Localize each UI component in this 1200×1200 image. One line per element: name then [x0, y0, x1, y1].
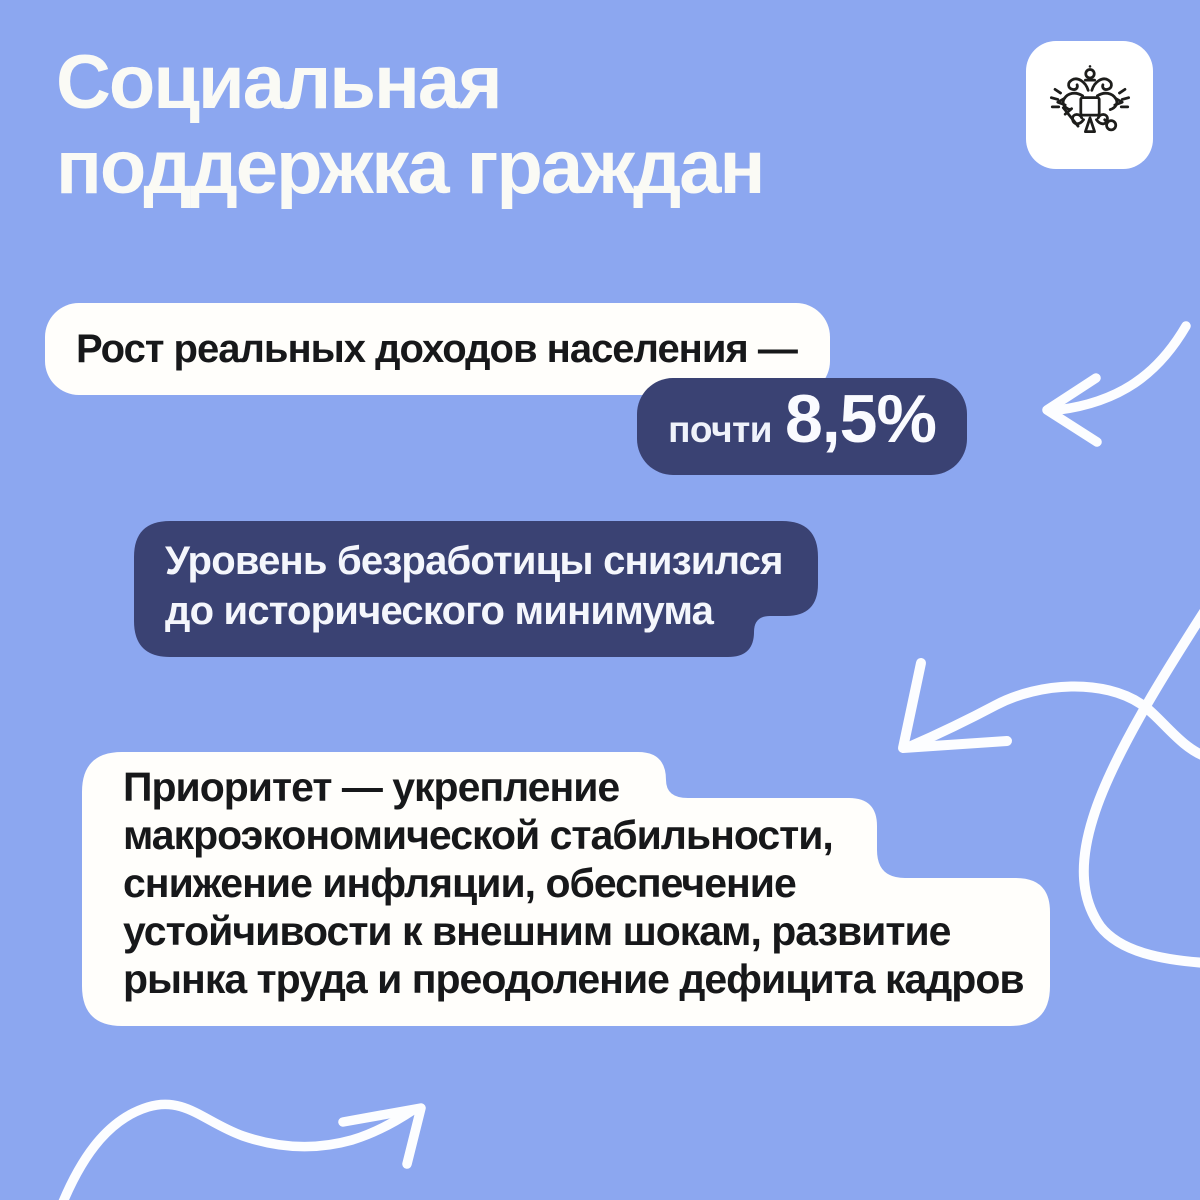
- income-highlight-pill: почти 8,5%: [637, 378, 967, 475]
- ministry-logo-badge: [1026, 41, 1153, 169]
- unemployment-line2: до исторического минимума: [165, 589, 714, 633]
- page-title-line1: Социальная: [56, 40, 503, 125]
- priority-line: снижение инфляции, обеспечение: [123, 860, 797, 906]
- unemployment-card-text: Уровень безработицы снизился до историче…: [165, 536, 783, 636]
- income-card-label: Рост реальных доходов населения —: [76, 326, 798, 371]
- arrow-bottom-left-icon: [58, 1099, 426, 1200]
- arrow-swirl-icon: [898, 609, 1200, 968]
- highlight-prefix: почти: [668, 409, 772, 450]
- priority-line: Приоритет — укрепление: [123, 764, 620, 810]
- priority-card-text: Приоритет — укрепление макроэкономическо…: [123, 763, 1025, 1003]
- priority-card-shape: [82, 752, 1050, 1026]
- page-title-line2: поддержка граждан: [56, 125, 765, 210]
- highlight-pill-shape: [637, 378, 967, 475]
- highlight-value: 8,5%: [784, 381, 937, 457]
- unemployment-card-shape: [134, 521, 818, 657]
- priority-line: рынка труда и преодоление дефицита кадро…: [123, 956, 1025, 1002]
- priority-line: устойчивости к внешним шокам, развитие: [123, 908, 951, 954]
- priority-line: макроэкономической стабильности,: [123, 812, 834, 858]
- unemployment-line1: Уровень безработицы снизился: [165, 539, 783, 583]
- page-title: Социальная поддержка граждан: [56, 40, 765, 210]
- arrow-top-right-icon: [1042, 321, 1191, 447]
- double-headed-eagle-icon: [1049, 65, 1130, 134]
- income-pill-shape: [45, 303, 830, 395]
